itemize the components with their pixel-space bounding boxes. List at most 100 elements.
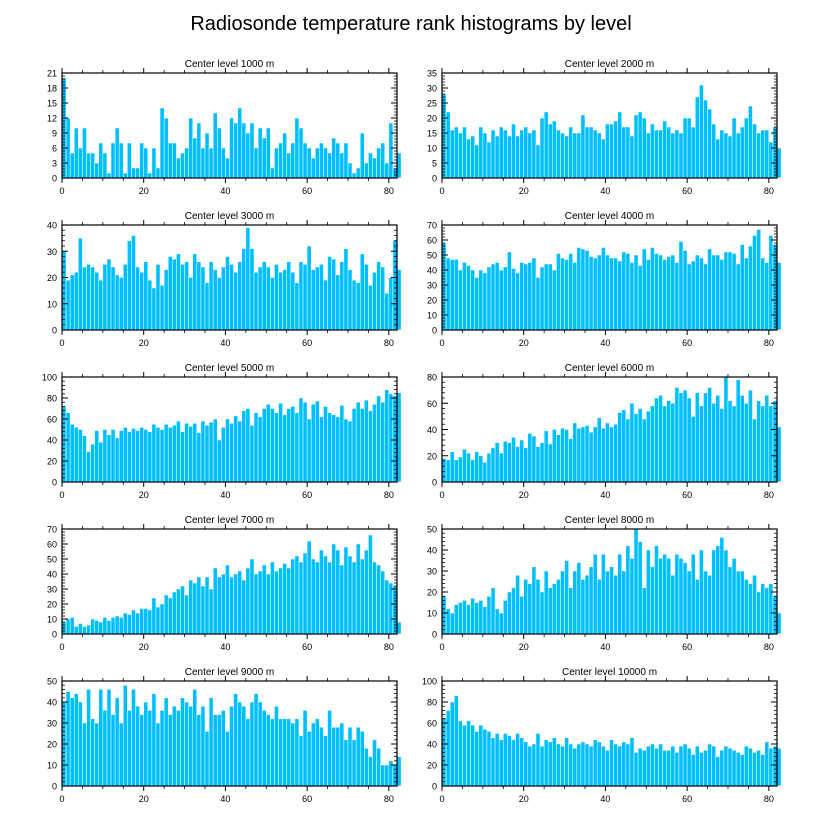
- histogram-bar: [237, 107, 243, 179]
- histogram-bar: [286, 261, 292, 331]
- histogram-bar: [686, 263, 692, 331]
- y-tick-label: 30: [427, 567, 437, 577]
- histogram-bar: [772, 400, 778, 483]
- y-tick-label: 50: [427, 251, 437, 261]
- histogram-bar: [498, 612, 504, 635]
- histogram-bar: [180, 152, 185, 179]
- histogram-bar: [143, 261, 149, 331]
- x-tick-label: 80: [384, 186, 394, 196]
- histogram-bar: [286, 152, 292, 179]
- histogram-bar: [184, 701, 189, 787]
- histogram-bar: [208, 147, 214, 179]
- histogram-bar: [568, 253, 573, 331]
- histogram-bar: [78, 237, 83, 331]
- histogram-bar: [278, 272, 283, 331]
- histogram-bar: [359, 132, 365, 179]
- histogram-bar: [110, 714, 116, 787]
- histogram-bar: [114, 437, 120, 483]
- histogram-bar: [90, 152, 95, 179]
- histogram-bar: [114, 127, 120, 179]
- histogram-bar: [617, 745, 623, 787]
- x-tick-label: 0: [439, 186, 444, 196]
- histogram-bar: [686, 397, 692, 483]
- histogram-bar: [503, 441, 508, 483]
- histogram-bar: [376, 147, 381, 179]
- histogram-bar: [490, 129, 496, 179]
- histogram-bar: [98, 441, 104, 483]
- histogram-bar: [359, 558, 365, 635]
- histogram-bar: [482, 272, 488, 331]
- histogram-bar: [654, 545, 659, 635]
- histogram-bar: [576, 247, 582, 331]
- histogram-bar: [768, 141, 774, 179]
- histogram-bar: [176, 420, 181, 483]
- histogram-bar: [727, 251, 733, 331]
- histogram-bar: [388, 393, 394, 483]
- histogram-bar: [208, 421, 214, 483]
- histogram-bar: [343, 248, 349, 331]
- histogram-bar: [380, 401, 385, 483]
- histogram-bar: [319, 549, 324, 635]
- histogram-bar: [474, 277, 480, 331]
- histogram-bar: [94, 430, 100, 483]
- y-tick-label: 10: [47, 615, 57, 625]
- histogram-bar: [294, 412, 300, 483]
- histogram-bar: [572, 262, 578, 331]
- histogram-bar: [167, 597, 173, 635]
- histogram-bar: [257, 701, 263, 787]
- histogram-bar: [621, 741, 627, 787]
- histogram-bar: [682, 389, 688, 483]
- histogram-bar: [184, 422, 189, 483]
- histogram-bar: [69, 617, 75, 635]
- x-tick-label: 0: [59, 338, 64, 348]
- x-tick-label: 0: [439, 794, 444, 804]
- histogram-bar: [666, 126, 672, 179]
- x-tick-label: 60: [682, 794, 692, 804]
- histogram-bar: [776, 747, 782, 787]
- histogram-bar: [261, 408, 267, 483]
- histogram-bar: [543, 263, 549, 331]
- panel-title: Center level 2000 m: [565, 59, 655, 70]
- histogram-bar: [245, 718, 251, 787]
- histogram-bar: [270, 167, 275, 179]
- y-tick-label: 60: [427, 399, 437, 409]
- histogram-bar: [65, 279, 71, 331]
- histogram-bar: [552, 429, 557, 483]
- histogram-bar: [670, 403, 676, 483]
- histogram-bar: [188, 426, 193, 483]
- histogram-bar: [110, 142, 116, 179]
- histogram-bar: [102, 152, 108, 179]
- histogram-bar: [355, 543, 361, 635]
- histogram-bar: [441, 595, 447, 635]
- histogram-bar: [731, 750, 737, 787]
- histogram-bar: [82, 266, 87, 331]
- histogram-bar: [629, 135, 635, 179]
- histogram-bar: [180, 585, 185, 635]
- histogram-bar: [756, 132, 761, 179]
- histogram-bar: [711, 403, 716, 483]
- histogram-bar: [674, 387, 680, 483]
- panel-title: Center level 5000 m: [185, 363, 275, 374]
- figure-title: Radiosonde temperature rank histograms b…: [190, 13, 631, 35]
- histogram-bar: [678, 745, 684, 787]
- histogram-bar: [641, 750, 647, 787]
- histogram-bar: [686, 117, 692, 179]
- histogram-bar: [233, 122, 238, 179]
- histogram-bar: [584, 574, 590, 635]
- histogram-bar: [572, 422, 578, 483]
- histogram-bar: [212, 269, 218, 331]
- histogram-bar: [331, 726, 336, 787]
- histogram-bar: [94, 162, 100, 179]
- histogram-bar: [306, 147, 312, 179]
- histogram-bar: [503, 129, 508, 179]
- histogram-bar: [278, 718, 283, 787]
- histogram-bar: [764, 741, 770, 787]
- histogram-bar: [515, 574, 520, 635]
- histogram-bar: [580, 114, 586, 179]
- histogram-bar: [564, 135, 569, 179]
- histogram-bar: [237, 701, 243, 787]
- histogram-bar: [355, 401, 361, 483]
- histogram-bar: [368, 152, 373, 179]
- histogram-bar: [515, 446, 520, 483]
- histogram-bar: [90, 443, 95, 483]
